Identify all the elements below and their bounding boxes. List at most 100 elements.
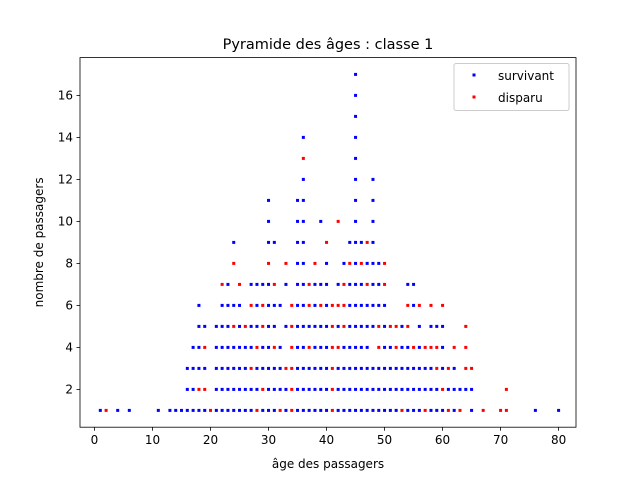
- point-disparu: [290, 345, 294, 349]
- point-disparu: [400, 408, 404, 412]
- point-survivant: [191, 387, 195, 391]
- point-survivant: [214, 345, 218, 349]
- point-survivant: [267, 324, 271, 328]
- point-survivant: [406, 366, 410, 370]
- point-survivant: [417, 366, 421, 370]
- point-survivant: [267, 219, 271, 223]
- point-survivant: [325, 324, 329, 328]
- point-survivant: [435, 387, 439, 391]
- point-survivant: [180, 408, 184, 412]
- point-survivant: [220, 303, 224, 307]
- point-survivant: [226, 408, 230, 412]
- point-survivant: [174, 408, 178, 412]
- point-disparu: [197, 387, 201, 391]
- point-disparu: [406, 324, 410, 328]
- point-survivant: [319, 282, 323, 286]
- point-survivant: [301, 240, 305, 244]
- point-survivant: [272, 366, 276, 370]
- point-survivant: [342, 387, 346, 391]
- point-survivant: [232, 345, 236, 349]
- point-survivant: [267, 198, 271, 202]
- y-axis-ticks: 2 4 6 8 10 12 14 16: [58, 89, 80, 397]
- point-survivant: [301, 408, 305, 412]
- point-survivant: [319, 324, 323, 328]
- point-survivant: [127, 408, 131, 412]
- point-disparu: [388, 324, 392, 328]
- point-survivant: [301, 261, 305, 265]
- point-survivant: [296, 408, 300, 412]
- point-survivant: [423, 366, 427, 370]
- point-survivant: [267, 408, 271, 412]
- point-survivant: [429, 324, 433, 328]
- point-survivant: [354, 177, 358, 181]
- point-survivant: [388, 387, 392, 391]
- point-disparu: [446, 408, 450, 412]
- point-survivant: [371, 177, 375, 181]
- x-tick-label: 0: [91, 433, 99, 447]
- point-survivant: [255, 366, 259, 370]
- point-survivant: [383, 303, 387, 307]
- point-survivant: [261, 366, 265, 370]
- point-survivant: [458, 387, 462, 391]
- point-disparu: [446, 366, 450, 370]
- point-disparu: [307, 303, 311, 307]
- point-survivant: [371, 303, 375, 307]
- point-disparu: [203, 387, 207, 391]
- point-disparu: [423, 408, 427, 412]
- point-survivant: [377, 303, 381, 307]
- point-disparu: [464, 324, 468, 328]
- point-survivant: [441, 366, 445, 370]
- point-survivant: [238, 324, 242, 328]
- point-disparu: [336, 219, 340, 223]
- point-disparu: [313, 261, 317, 265]
- legend-box: [453, 63, 570, 111]
- point-survivant: [255, 282, 259, 286]
- point-survivant: [406, 387, 410, 391]
- point-survivant: [238, 408, 242, 412]
- point-survivant: [191, 366, 195, 370]
- point-survivant: [296, 345, 300, 349]
- point-survivant: [261, 282, 265, 286]
- point-disparu: [290, 387, 294, 391]
- point-survivant: [243, 345, 247, 349]
- point-survivant: [284, 387, 288, 391]
- point-survivant: [301, 135, 305, 139]
- point-survivant: [98, 408, 102, 412]
- point-survivant: [383, 345, 387, 349]
- point-disparu: [261, 324, 265, 328]
- point-disparu: [203, 345, 207, 349]
- point-survivant: [313, 408, 317, 412]
- point-survivant: [354, 303, 358, 307]
- point-disparu: [429, 303, 433, 307]
- point-survivant: [348, 387, 352, 391]
- point-survivant: [452, 387, 456, 391]
- point-survivant: [388, 345, 392, 349]
- x-axis-label: âge des passagers: [272, 457, 384, 471]
- point-survivant: [394, 387, 398, 391]
- point-survivant: [156, 408, 160, 412]
- point-survivant: [354, 387, 358, 391]
- point-survivant: [354, 324, 358, 328]
- y-tick-label: 10: [58, 215, 73, 229]
- point-survivant: [301, 177, 305, 181]
- point-survivant: [417, 408, 421, 412]
- point-survivant: [255, 303, 259, 307]
- point-survivant: [249, 282, 253, 286]
- point-survivant: [255, 324, 259, 328]
- point-disparu: [261, 387, 265, 391]
- point-survivant: [301, 282, 305, 286]
- point-survivant: [365, 345, 369, 349]
- point-survivant: [342, 408, 346, 412]
- point-survivant: [336, 282, 340, 286]
- y-tick-label: 2: [65, 383, 73, 397]
- point-survivant: [365, 366, 369, 370]
- point-survivant: [359, 324, 363, 328]
- point-survivant: [319, 219, 323, 223]
- point-survivant: [452, 366, 456, 370]
- point-disparu: [342, 303, 346, 307]
- point-survivant: [203, 324, 207, 328]
- point-survivant: [429, 408, 433, 412]
- point-disparu: [336, 345, 340, 349]
- point-survivant: [348, 303, 352, 307]
- point-survivant: [377, 366, 381, 370]
